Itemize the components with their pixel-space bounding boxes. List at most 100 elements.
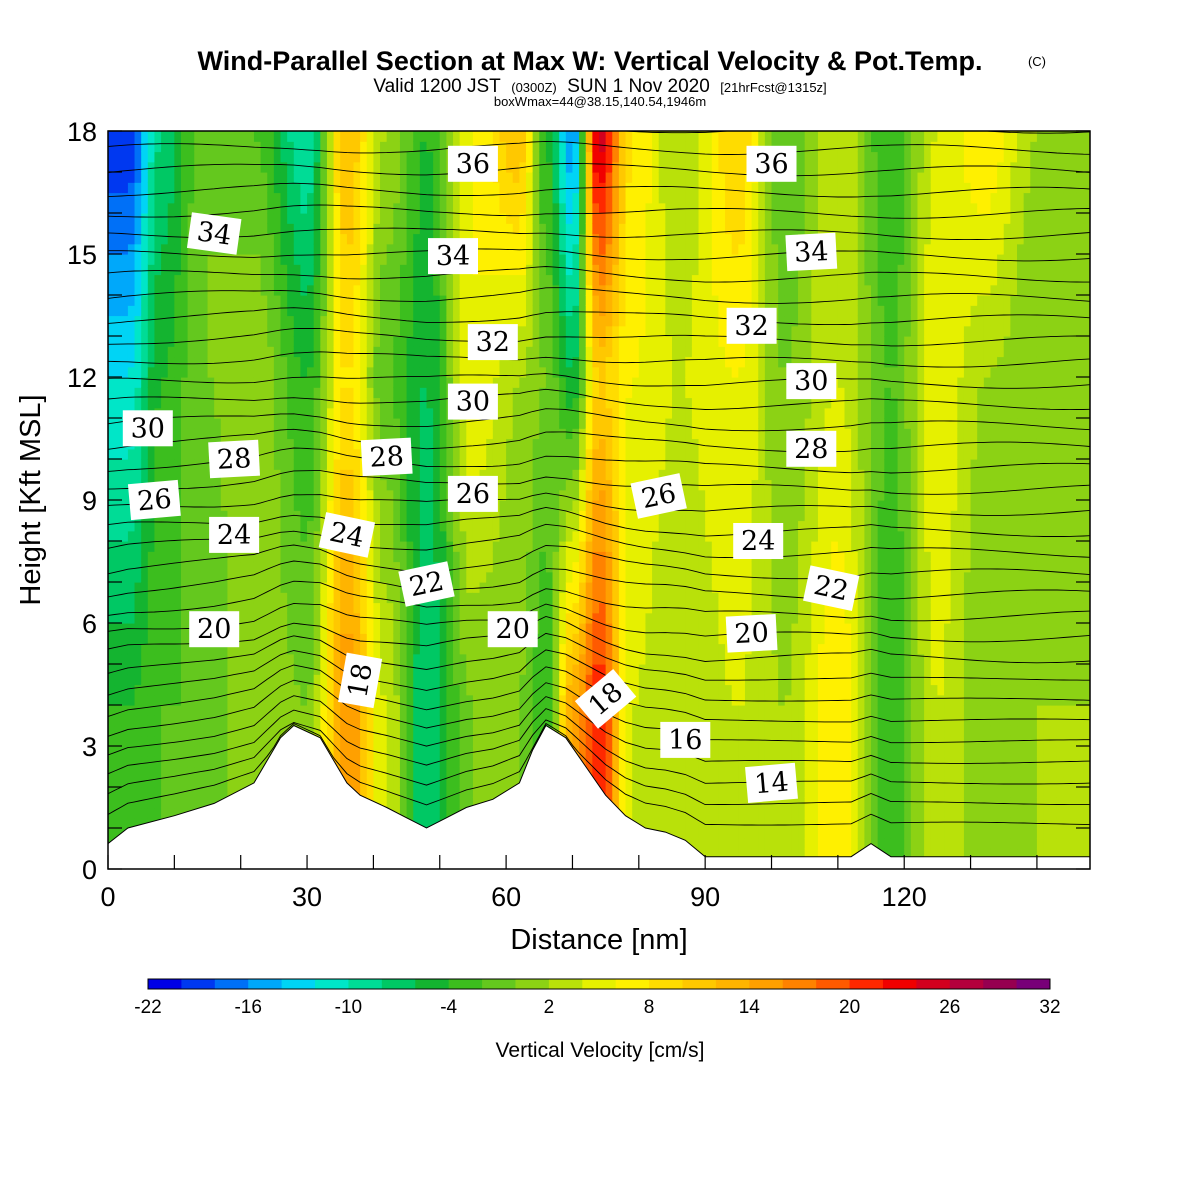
- velocity-cell: [307, 182, 315, 194]
- velocity-cell: [147, 664, 156, 675]
- velocity-cell: [141, 151, 149, 163]
- velocity-cell: [499, 459, 507, 470]
- velocity-cell: [526, 705, 534, 716]
- velocity-cell: [313, 684, 321, 696]
- velocity-cell: [273, 643, 282, 655]
- velocity-cell: [200, 520, 209, 532]
- velocity-cell: [353, 295, 361, 306]
- velocity-cell: [267, 643, 275, 655]
- velocity-cell: [234, 213, 242, 224]
- velocity-cell: [121, 797, 129, 809]
- velocity-cell: [240, 366, 248, 378]
- velocity-cell: [559, 274, 567, 286]
- velocity-cell: [300, 418, 308, 429]
- velocity-cell: [240, 305, 248, 317]
- velocity-cell: [313, 428, 321, 440]
- velocity-cell: [194, 735, 202, 747]
- velocity-cell: [207, 202, 215, 214]
- velocity-cell: [459, 315, 467, 327]
- velocity-cell: [360, 510, 368, 522]
- velocity-cell: [307, 612, 315, 624]
- velocity-cell: [559, 182, 567, 194]
- velocity-cell: [472, 551, 481, 563]
- velocity-cell: [161, 551, 169, 563]
- velocity-cell: [413, 172, 421, 183]
- velocity-cell: [559, 448, 567, 460]
- velocity-cell: [419, 705, 428, 716]
- velocity-cell: [320, 633, 328, 645]
- velocity-cell: [419, 459, 428, 470]
- velocity-cell: [380, 664, 388, 675]
- velocity-cell: [353, 623, 361, 634]
- velocity-cell: [512, 387, 520, 399]
- velocity-cell: [307, 643, 315, 655]
- velocity-cell: [114, 202, 122, 214]
- velocity-cell: [406, 141, 414, 153]
- velocity-cell: [134, 787, 142, 798]
- velocity-cell: [220, 366, 229, 378]
- velocity-cell: [433, 807, 441, 819]
- velocity-cell: [300, 141, 308, 153]
- velocity-cell: [287, 223, 295, 235]
- velocity-cell: [108, 469, 116, 481]
- velocity-cell: [273, 479, 282, 491]
- velocity-cell: [247, 407, 255, 419]
- velocity-cell: [466, 643, 474, 655]
- velocity-cell: [499, 530, 507, 542]
- velocity-cell: [539, 254, 547, 265]
- velocity-cell: [287, 233, 295, 245]
- velocity-cell: [519, 448, 527, 460]
- velocity-cell: [526, 448, 534, 460]
- velocity-cell: [552, 213, 560, 224]
- velocity-cell: [380, 725, 388, 737]
- velocity-cell: [161, 807, 169, 819]
- velocity-cell: [273, 561, 282, 573]
- velocity-cell: [214, 582, 222, 593]
- velocity-cell: [406, 633, 414, 645]
- velocity-cell: [466, 459, 474, 470]
- velocity-cell: [267, 305, 275, 317]
- velocity-cell: [446, 653, 454, 665]
- velocity-cell: [479, 530, 487, 542]
- velocity-cell: [419, 448, 428, 460]
- velocity-cell: [267, 510, 275, 522]
- velocity-cell: [247, 674, 255, 686]
- velocity-cell: [545, 305, 554, 317]
- velocity-cell: [545, 623, 554, 634]
- velocity-cell: [161, 612, 169, 624]
- velocity-cell: [413, 787, 421, 798]
- velocity-cell: [167, 284, 175, 296]
- velocity-cell: [273, 448, 282, 460]
- velocity-cell: [545, 664, 554, 675]
- velocity-cell: [134, 561, 142, 573]
- velocity-cell: [280, 551, 288, 563]
- velocity-cell: [147, 612, 156, 624]
- velocity-cell: [393, 479, 401, 491]
- velocity-cell: [167, 756, 175, 768]
- velocity-cell: [174, 787, 182, 798]
- velocity-cell: [526, 315, 534, 327]
- velocity-cell: [532, 315, 540, 327]
- velocity-cell: [346, 233, 355, 245]
- velocity-cell: [287, 582, 295, 593]
- velocity-cell: [127, 295, 136, 306]
- velocity-cell: [313, 438, 321, 450]
- velocity-cell: [406, 787, 414, 798]
- velocity-cell: [293, 274, 302, 286]
- velocity-cell: [121, 459, 129, 470]
- velocity-cell: [353, 377, 361, 388]
- velocity-cell: [380, 500, 388, 511]
- velocity-cell: [532, 561, 540, 573]
- velocity-cell: [161, 561, 169, 573]
- velocity-cell: [326, 561, 335, 573]
- velocity-cell: [539, 500, 547, 511]
- velocity-cell: [307, 500, 315, 511]
- velocity-cell: [174, 151, 182, 163]
- velocity-cell: [108, 346, 116, 358]
- velocity-cell: [260, 315, 268, 327]
- velocity-cell: [320, 469, 328, 481]
- velocity-cell: [552, 561, 560, 573]
- velocity-cell: [539, 141, 547, 153]
- velocity-cell: [313, 131, 321, 142]
- velocity-cell: [545, 438, 554, 450]
